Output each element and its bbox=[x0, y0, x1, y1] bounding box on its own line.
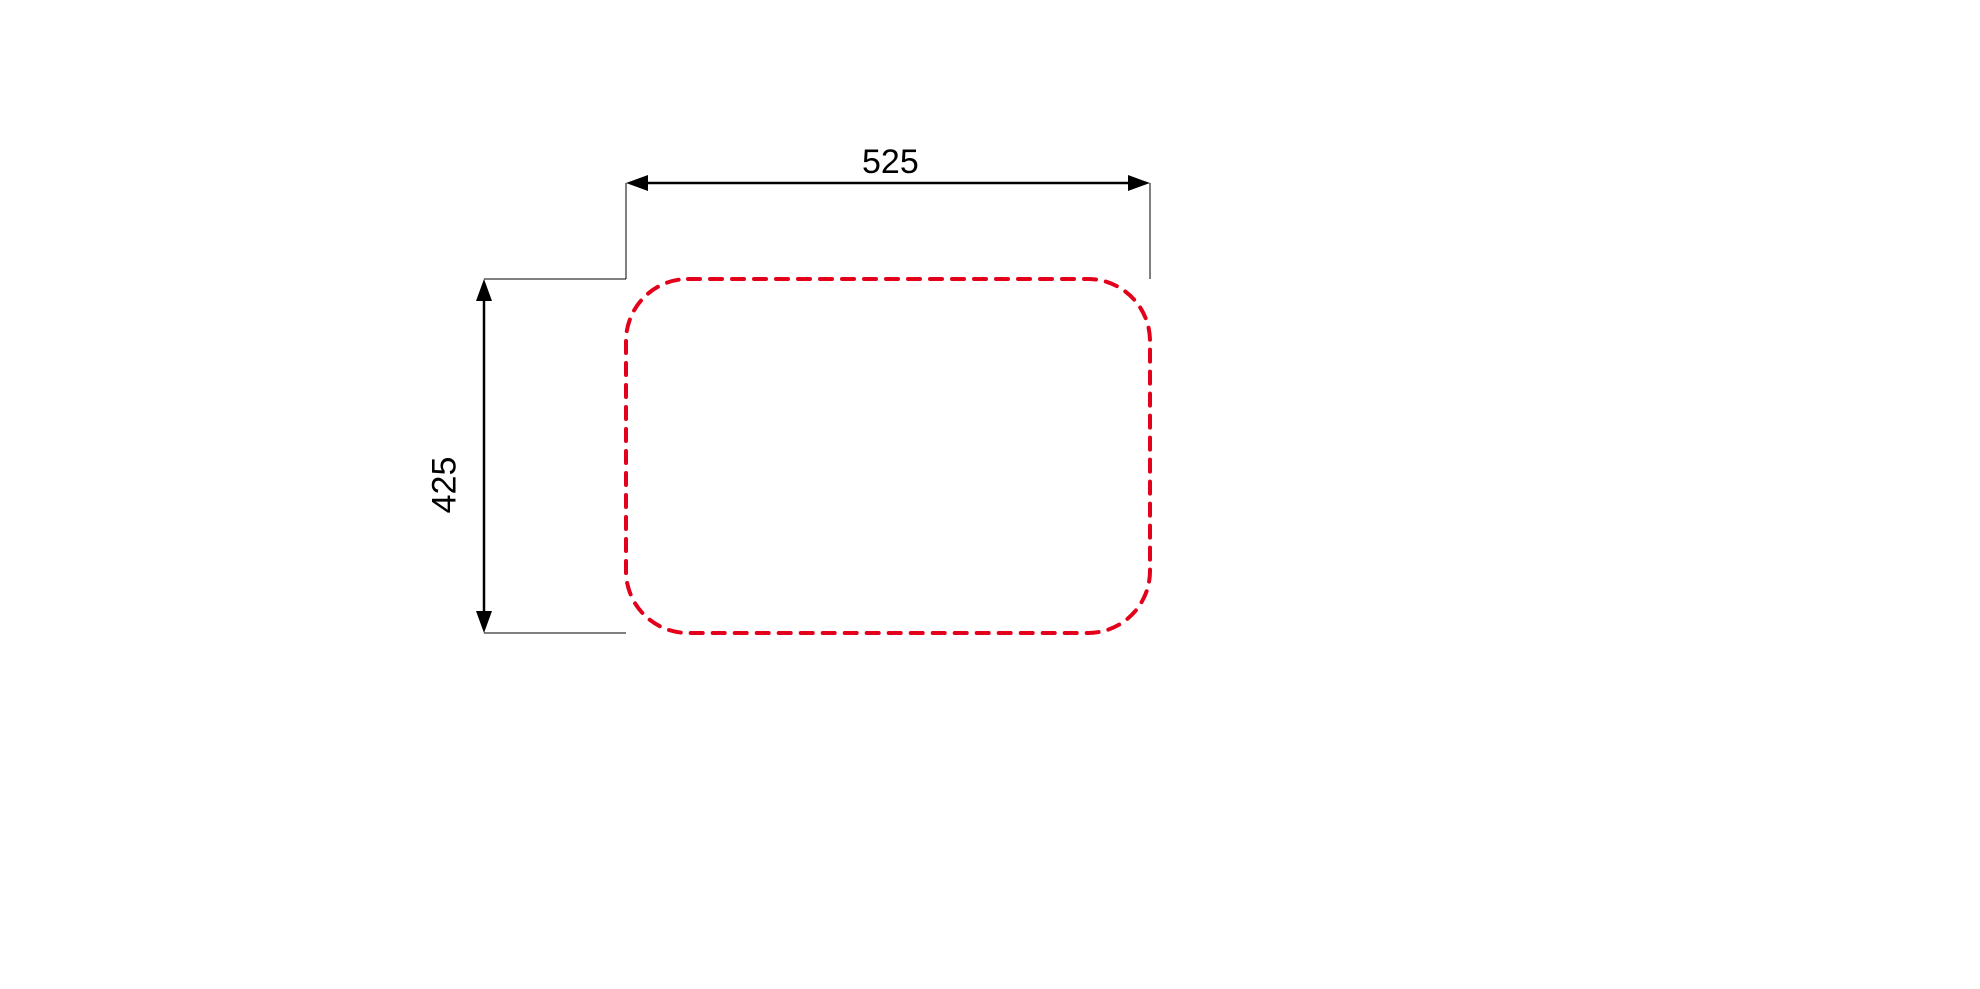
arrowhead-icon bbox=[476, 611, 492, 633]
drawing-svg bbox=[0, 0, 1980, 989]
arrowhead-icon bbox=[1128, 175, 1150, 191]
arrowhead-icon bbox=[626, 175, 648, 191]
drawing-canvas: 525 425 bbox=[0, 0, 1980, 989]
arrowhead-icon bbox=[476, 279, 492, 301]
height-dimension-label: 425 bbox=[426, 457, 465, 514]
width-dimension-label: 525 bbox=[862, 143, 919, 182]
cutout-shape bbox=[626, 279, 1150, 633]
